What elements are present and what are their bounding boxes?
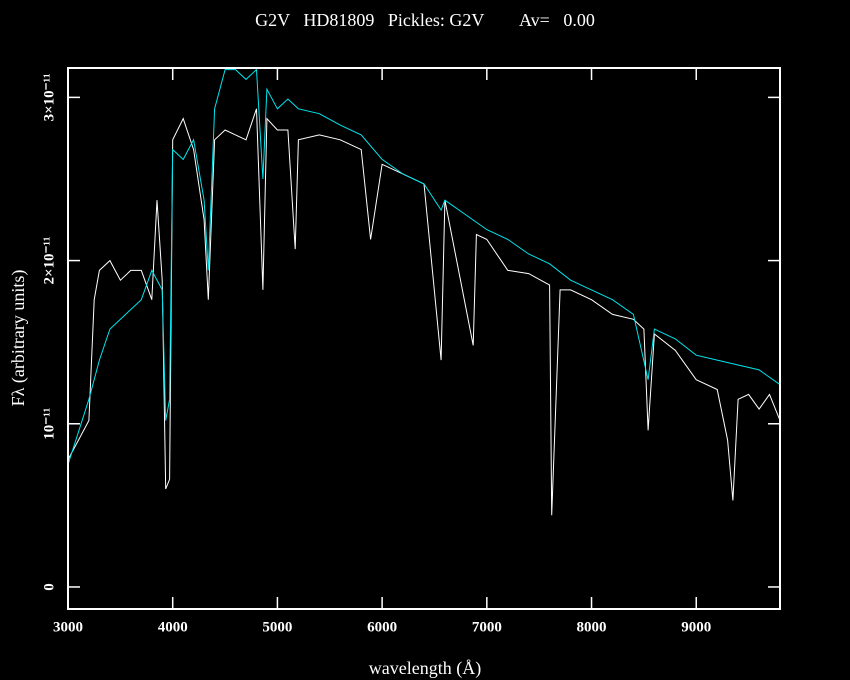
y-tick-label: 2×10⁻¹¹ [41, 237, 57, 285]
y-tick-label: 3×10⁻¹¹ [41, 73, 57, 121]
x-tick-label: 9000 [681, 619, 711, 635]
x-tick-label: 8000 [577, 619, 607, 635]
x-tick-label: 4000 [158, 619, 188, 635]
y-tick-label: 10⁻¹¹ [41, 408, 57, 440]
y-tick-label: 0 [41, 583, 57, 591]
spectrum-line [68, 108, 780, 516]
spectrum-line [68, 68, 780, 465]
x-axis-label: wavelength (Å) [369, 658, 481, 679]
x-tick-label: 7000 [472, 619, 502, 635]
x-tick-label: 5000 [262, 619, 292, 635]
y-axis-label: Fλ (arbitrary units) [8, 270, 29, 407]
plot-frame [67, 67, 781, 610]
x-tick-label: 3000 [53, 619, 83, 635]
chart-title: G2V HD81809 Pickles: G2V Av= 0.00 [255, 10, 595, 30]
x-tick-label: 6000 [367, 619, 397, 635]
